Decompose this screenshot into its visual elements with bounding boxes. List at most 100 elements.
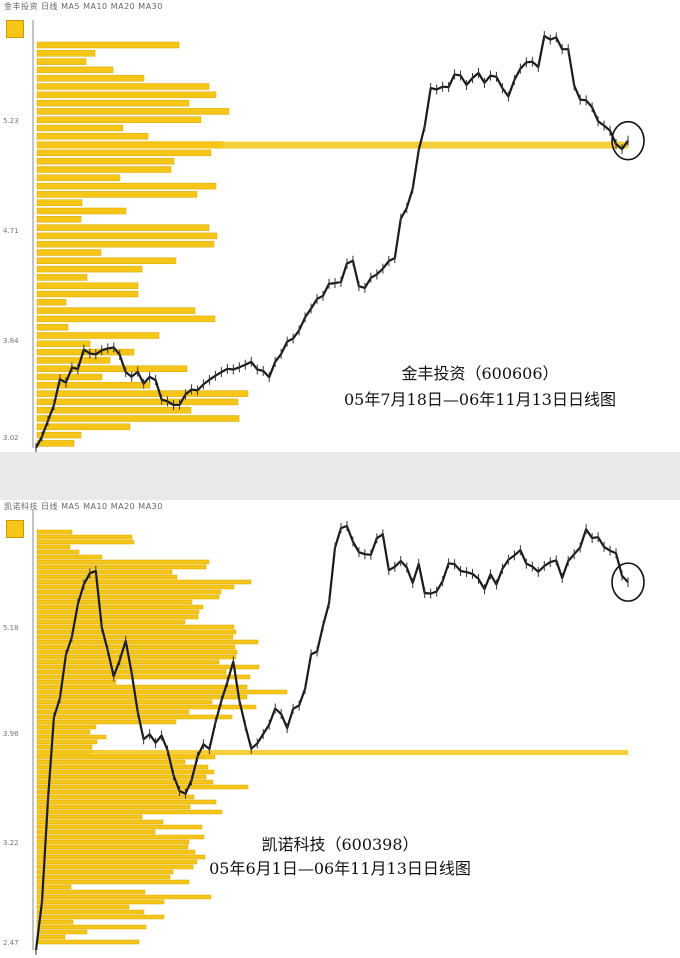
volume-profile-bar <box>36 529 73 535</box>
volume-profile-bar <box>36 664 260 670</box>
volume-profile-bar <box>36 584 235 590</box>
volume-profile-bar <box>36 784 249 790</box>
volume-profile-bar <box>36 382 151 389</box>
volume-profile-bar <box>36 340 91 348</box>
y-tick-label: 3.22 <box>3 839 19 847</box>
volume-profile-bar <box>36 719 177 725</box>
volume-profile-bar <box>36 649 238 655</box>
highlight-circle <box>611 562 645 602</box>
y-tick-label: 3.96 <box>3 730 19 738</box>
volume-profile-bar <box>36 614 199 620</box>
volume-profile-bar <box>36 315 216 323</box>
volume-profile-bar <box>36 554 103 560</box>
volume-profile-bar <box>36 674 251 680</box>
volume-profile-bar <box>36 569 173 575</box>
volume-profile-bar <box>36 634 234 640</box>
volume-profile-bar <box>36 739 98 745</box>
volume-profile-bar <box>36 769 215 775</box>
volume-profile-bar <box>36 799 217 805</box>
volume-profile-bar <box>36 307 196 314</box>
y-tick-label: 2.47 <box>3 939 19 947</box>
volume-profile-bar <box>36 904 130 910</box>
y-tick-label: 3.02 <box>3 434 19 442</box>
volume-profile-bar <box>36 939 140 945</box>
volume-profile-bar <box>36 232 218 240</box>
volume-profile-bar <box>36 829 156 835</box>
volume-profile-bar <box>36 166 172 173</box>
chart-subtitle: 05年7月18日—06年11月13日日线图 <box>344 390 616 409</box>
y-tick-label: 5.18 <box>3 624 19 632</box>
line-chart-kainuo: 5.18 3.96 3.22 2.47 <box>3 510 645 955</box>
highlight-level-bar <box>37 141 628 149</box>
volume-profile-bar <box>36 889 146 895</box>
volume-profile-bar <box>36 724 97 730</box>
chart-title: 凯诺科技（600398） <box>261 835 419 854</box>
volume-profile-bar <box>36 539 135 545</box>
volume-profile-bar <box>36 844 189 850</box>
volume-profile-bar <box>36 744 93 750</box>
volume-profile-bar <box>36 99 190 107</box>
volume-profile-bar <box>36 116 202 123</box>
volume-profile-bar <box>36 149 212 157</box>
volume-profile-bar <box>36 679 117 685</box>
volume-profile-bar <box>36 894 212 900</box>
volume-profile-bar <box>36 934 66 940</box>
volume-profile-bar <box>36 854 206 860</box>
volume-profile-bar <box>36 694 248 700</box>
y-tick-label: 5.23 <box>3 117 19 125</box>
volume-profile-bar <box>36 849 196 855</box>
volume-profile-bar <box>36 108 230 115</box>
chart-panel-jinfeng: 金丰投资 日线 MA5 MA10 MA20 MA30 5.23 4.71 3.84 3… <box>0 0 680 452</box>
volume-profile-bar <box>36 759 186 765</box>
y-tick-label: 3.84 <box>3 337 19 345</box>
volume-profile-bar <box>36 216 82 223</box>
volume-profile-bar <box>36 684 248 690</box>
volume-profile-bar <box>36 819 164 825</box>
volume-profile-bar <box>36 282 139 289</box>
volume-profile-bar <box>36 874 171 880</box>
volume-profile-bar <box>36 431 82 439</box>
volume-profile-bar <box>36 174 121 182</box>
volume-profile-bar <box>36 789 188 795</box>
volume-profile-bar <box>36 124 124 132</box>
volume-profile-bar <box>36 914 165 920</box>
highlight-level-bar <box>37 750 628 755</box>
volume-profile-bar <box>36 589 222 595</box>
volume-profile-bar <box>36 191 198 198</box>
chart-badge-icon <box>6 20 24 38</box>
volume-profile-bar <box>36 839 190 845</box>
chart-subtitle: 05年6月1日—06年11月13日日线图 <box>209 859 471 878</box>
volume-profile-bar <box>36 365 188 372</box>
volume-profile-bar <box>36 659 220 665</box>
volume-profile-bar <box>36 240 215 248</box>
volume-profile-bar <box>36 265 143 273</box>
volume-profile-bar <box>36 919 74 925</box>
chart-header: 金丰投资 日线 MA5 MA10 MA20 MA30 <box>4 2 163 11</box>
volume-profile-bar <box>36 357 111 364</box>
chart-title: 金丰投资（600606） <box>401 364 559 383</box>
volume-profile-bar <box>36 182 217 190</box>
volume-profile-bar <box>36 644 236 650</box>
volume-profile-bar <box>36 899 165 905</box>
volume-profile-bar <box>36 323 69 331</box>
volume-profile-bar <box>36 609 200 615</box>
highlight-circle <box>611 120 645 161</box>
volume-profile-bar <box>36 824 203 830</box>
volume-profile-bar <box>36 423 131 431</box>
volume-profile-bar <box>36 804 191 810</box>
volume-profile-bar <box>36 734 107 740</box>
volume-profile-bar <box>36 754 216 760</box>
volume-profile-bar <box>36 290 139 298</box>
volume-profile-bar <box>36 66 114 74</box>
volume-profile-bar <box>36 579 252 585</box>
volume-profile-bar <box>36 207 127 215</box>
chart-badge-icon <box>6 520 24 538</box>
volume-profile-bar <box>36 599 193 605</box>
volume-profile-bar <box>36 249 102 256</box>
volume-profile-bar <box>36 929 88 935</box>
volume-profile-bar <box>36 709 190 715</box>
volume-profile-bar <box>36 41 180 49</box>
volume-profile-bar <box>36 348 135 356</box>
line-chart-jinfeng: 5.23 4.71 3.84 3.02 <box>3 20 645 452</box>
volume-profile-bar <box>36 809 223 815</box>
